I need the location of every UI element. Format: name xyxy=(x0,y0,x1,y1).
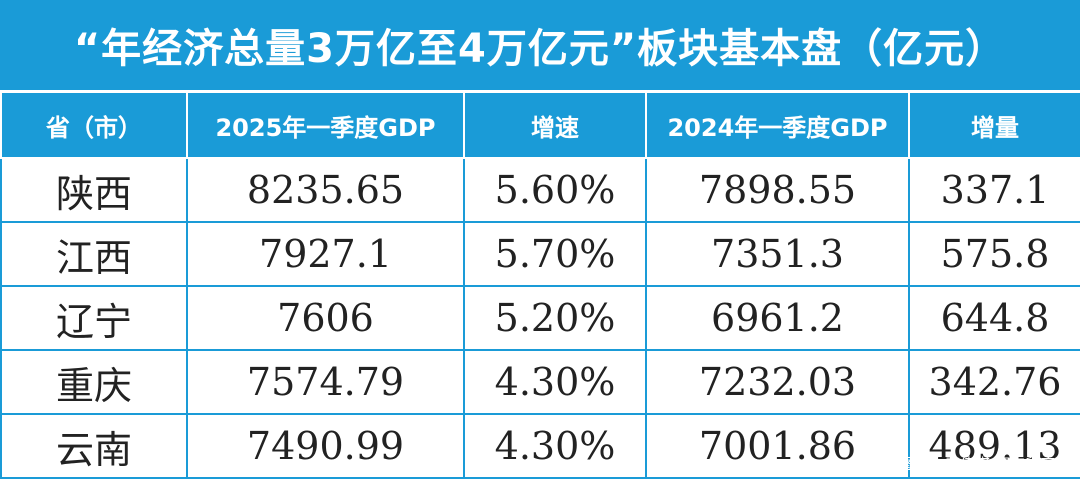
chart-title: “年经济总量3万亿至4万亿元”板块基本盘（亿元） xyxy=(73,26,1007,72)
table-row: 辽宁 7606 5.20% 6961.2 644.8 xyxy=(0,285,1080,351)
gdp-2025-cell: 8235.65 xyxy=(186,157,465,223)
province-cell: 陕西 xyxy=(0,157,188,223)
increment-cell: 644.8 xyxy=(908,285,1080,351)
province-cell: 江西 xyxy=(0,221,188,287)
table-row: 陕西 8235.65 5.60% 7898.55 337.1 xyxy=(0,157,1080,223)
gdp-2024-cell: 7351.3 xyxy=(645,221,910,287)
growth-cell: 4.30% xyxy=(463,413,647,479)
growth-cell: 4.30% xyxy=(463,349,647,415)
column-header: 增量 xyxy=(908,90,1080,159)
table-row: 江西 7927.1 5.70% 7351.3 575.8 xyxy=(0,221,1080,287)
increment-cell: 337.1 xyxy=(908,157,1080,223)
gdp-2024-cell: 7898.55 xyxy=(645,157,910,223)
column-header: 省（市） xyxy=(0,90,188,159)
column-header: 2025年一季度GDP xyxy=(186,90,465,159)
column-header: 增速 xyxy=(463,90,647,159)
source-credit: 制图：火天传媒/拥抱印度洋 xyxy=(884,455,1070,473)
province-cell: 重庆 xyxy=(0,349,188,415)
gdp-2024-cell: 7001.86 xyxy=(645,413,910,479)
province-cell: 云南 xyxy=(0,413,188,479)
gdp-2025-cell: 7490.99 xyxy=(186,413,465,479)
table-row: 云南 7490.99 4.30% 7001.86 489.13 xyxy=(0,413,1080,479)
growth-cell: 5.60% xyxy=(463,157,647,223)
gdp-2025-cell: 7927.1 xyxy=(186,221,465,287)
growth-cell: 5.20% xyxy=(463,285,647,351)
column-header: 2024年一季度GDP xyxy=(645,90,910,159)
increment-cell: 575.8 xyxy=(908,221,1080,287)
gdp-2024-cell: 7232.03 xyxy=(645,349,910,415)
increment-cell: 342.76 xyxy=(908,349,1080,415)
increment-cell: 489.13 xyxy=(908,413,1080,479)
growth-cell: 5.70% xyxy=(463,221,647,287)
gdp-table: 省（市） 2025年一季度GDP 增速 2024年一季度GDP 增量 陕西 82… xyxy=(0,90,1080,479)
table-row: 重庆 7574.79 4.30% 7232.03 342.76 xyxy=(0,349,1080,415)
header-row: 省（市） 2025年一季度GDP 增速 2024年一季度GDP 增量 xyxy=(0,90,1080,159)
gdp-2024-cell: 6961.2 xyxy=(645,285,910,351)
province-cell: 辽宁 xyxy=(0,285,188,351)
gdp-2025-cell: 7574.79 xyxy=(186,349,465,415)
gdp-2025-cell: 7606 xyxy=(186,285,465,351)
